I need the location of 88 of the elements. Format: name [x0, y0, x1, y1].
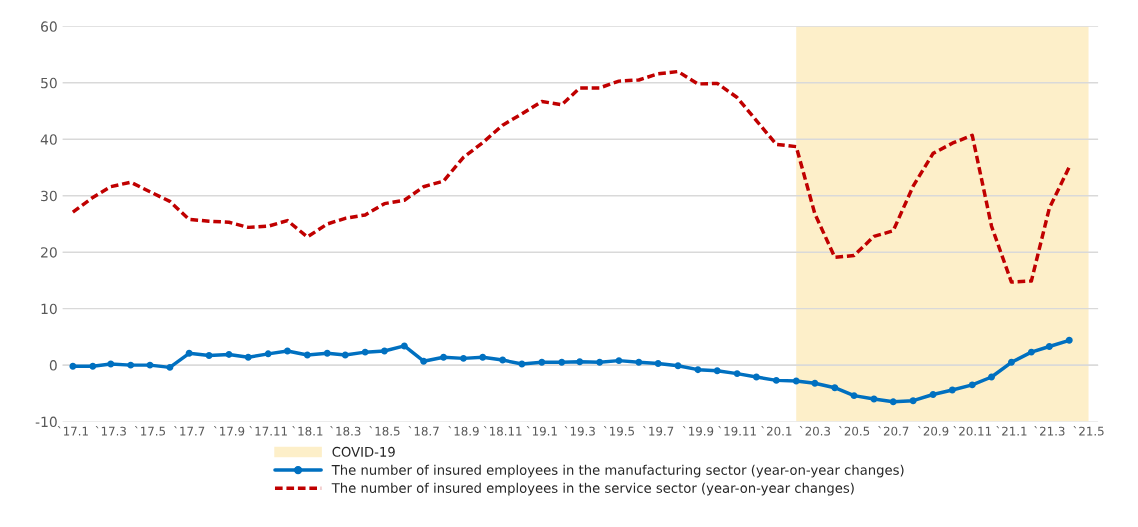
point — [1007, 358, 1015, 366]
x-tick-label: `19.1 — [526, 425, 557, 436]
x-tick-label: `20.5 — [838, 425, 870, 436]
point — [380, 347, 388, 355]
legend-label: The number of insured employees in the manufacturing sector (year-on-year changes) — [331, 464, 904, 478]
point — [635, 358, 643, 366]
y-tick-label: 40 — [40, 134, 57, 145]
point — [1065, 336, 1073, 344]
point — [283, 347, 291, 355]
point — [244, 353, 252, 361]
point — [264, 350, 272, 358]
point — [1027, 348, 1035, 356]
line-series — [71, 69, 1071, 284]
x-tick-label: `20.1 — [761, 425, 792, 436]
x-tick-label: `17.7 — [174, 425, 205, 436]
x-tick-label: `17.3 — [95, 425, 126, 436]
x-tick-label: `18.9 — [448, 425, 479, 436]
point — [205, 352, 213, 360]
point — [850, 392, 858, 400]
y-tick-label: 0 — [49, 360, 57, 371]
y-tick-label: 50 — [41, 77, 57, 89]
x-tick-label: `20.3 — [799, 425, 831, 436]
point — [772, 376, 780, 384]
point — [674, 362, 682, 370]
point — [948, 386, 956, 394]
point — [1045, 343, 1053, 350]
y-tick-label: 20 — [41, 247, 57, 258]
point — [576, 358, 584, 366]
point — [558, 358, 566, 366]
point — [831, 384, 839, 392]
point — [988, 373, 995, 381]
point — [89, 362, 97, 370]
x-tick-label: `18.3 — [330, 425, 361, 436]
x-tick-label: `19.7 — [643, 425, 674, 436]
point — [538, 358, 546, 366]
point — [811, 379, 819, 387]
y-tick-label: 60 — [41, 21, 57, 32]
point — [968, 381, 976, 389]
point — [654, 359, 662, 367]
point — [127, 361, 135, 369]
point — [107, 360, 115, 368]
point — [166, 363, 174, 371]
point — [615, 357, 623, 365]
x-tick-label: `18.7 — [408, 425, 439, 436]
point — [459, 354, 467, 362]
x-tick-label: `17.9 — [213, 425, 245, 436]
point — [909, 397, 917, 405]
point — [792, 377, 800, 385]
x-tick-label: `18.1 — [292, 425, 323, 436]
point — [303, 351, 311, 359]
point — [929, 391, 937, 398]
x-tick-label: `20.9 — [917, 425, 949, 436]
point — [733, 370, 741, 378]
legend-label: The number of insured employees in the service sector (year-on-year changes) — [331, 482, 854, 496]
point — [889, 398, 897, 406]
x-tick-label: `17.1 — [57, 425, 88, 436]
legend-label: COVID-19 — [332, 446, 395, 457]
x-tick-label: `19.5 — [603, 425, 634, 436]
x-tick-label: `17.5 — [134, 425, 166, 436]
point — [479, 353, 487, 361]
y-tick-label: -10 — [35, 416, 57, 428]
point — [185, 349, 193, 357]
x-tick-label: `21.3 — [1034, 425, 1065, 436]
point — [361, 348, 369, 356]
x-tick-label: `18.11 — [483, 425, 522, 436]
point — [225, 350, 233, 358]
y-tick-label: 30 — [41, 190, 57, 202]
x-tick-label: `21.5 — [1073, 425, 1104, 436]
point — [69, 362, 77, 370]
y-tick-label: 10 — [41, 303, 57, 315]
point — [752, 373, 760, 381]
point — [400, 342, 408, 350]
point — [596, 358, 604, 366]
x-tick-label: `21.1 — [996, 425, 1027, 436]
x-tick-label: `19.9 — [682, 425, 714, 436]
x-tick-label: `17.11 — [249, 425, 287, 436]
point — [713, 367, 721, 375]
x-tick-label: `20.7 — [878, 425, 909, 436]
x-tick-label: `19.11 — [718, 425, 756, 436]
point — [440, 353, 448, 361]
x-tick-label: `19.3 — [564, 425, 595, 436]
point — [694, 366, 702, 374]
point — [341, 351, 349, 359]
point — [499, 356, 507, 364]
point — [323, 349, 331, 357]
x-tick-label: `18.5 — [369, 425, 400, 436]
point — [420, 357, 428, 365]
x-tick-label: `20.11 — [953, 425, 992, 436]
